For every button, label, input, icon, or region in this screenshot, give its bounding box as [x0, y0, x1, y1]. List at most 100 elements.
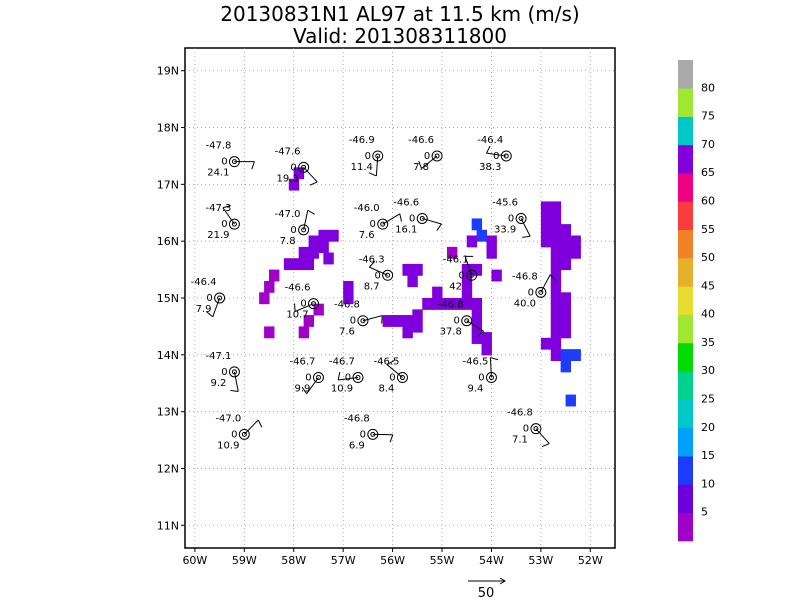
wind-cell: [486, 235, 497, 248]
wind-cell: [540, 337, 552, 350]
colorbar-segment: [678, 229, 693, 259]
wind-barb-shaft: [382, 213, 401, 225]
station-temp-label: -46.6: [393, 197, 419, 208]
station-marker: -46.7 09.9: [290, 357, 324, 395]
x-tick-label: 53W: [528, 554, 553, 567]
wind-barb-shaft: [421, 155, 438, 169]
colorbar-label: 70: [701, 138, 715, 151]
station-marker: -46.6 010.7: [285, 283, 320, 321]
wind-cell: [560, 326, 572, 339]
wind-cell: [328, 229, 339, 242]
wind-cell: [550, 337, 562, 350]
station-marker: -47.8 024.1: [205, 141, 255, 179]
wind-barb-flag: [309, 181, 318, 186]
colorbar-segment: [678, 286, 693, 315]
station-circle: [238, 428, 250, 440]
wind-barb-flag: [399, 213, 403, 222]
wind-barb-shaft: [303, 210, 309, 230]
wind-cell: [303, 258, 315, 271]
station-temp-label: -46.7: [290, 357, 316, 368]
wind-cell: [392, 315, 403, 327]
wind-barb-shaft: [535, 428, 550, 444]
station-zero-label: 0: [370, 219, 376, 230]
station-temp-label: -46.4: [477, 135, 503, 146]
x-tick-label: 59W: [232, 554, 257, 567]
station-speed-label: 24.1: [207, 168, 229, 179]
wind-barb-flag: [436, 223, 442, 231]
station-zero-label: 0: [493, 151, 499, 162]
station-circle: [357, 315, 369, 327]
station-inner-circle: [419, 215, 425, 221]
station-zero-label: 0: [389, 373, 395, 384]
colorbar-segment: [678, 342, 693, 372]
station-zero-label: 0: [365, 151, 371, 162]
wind-cell: [560, 315, 572, 327]
station-speed-label: 16.1: [395, 224, 417, 235]
wind-cell: [540, 201, 552, 214]
colorbar-label: 55: [701, 223, 715, 236]
wind-cell: [481, 343, 492, 356]
wind-barb-flag: [418, 160, 422, 169]
station-marker: -46.6 07.8: [408, 135, 443, 173]
wind-cell: [412, 309, 423, 322]
x-tick-label: 58W: [281, 554, 306, 567]
wind-barb-shaft: [362, 315, 383, 322]
colorbar-segment: [678, 399, 693, 429]
x-tick-label: 52W: [578, 554, 603, 567]
colorbar-label: 80: [701, 81, 715, 94]
wind-cell: [550, 269, 562, 282]
wind-barb-flag: [222, 205, 231, 209]
wind-barb-shaft: [222, 207, 235, 225]
station-zero-label: 0: [305, 373, 311, 384]
wind-cell: [446, 246, 458, 259]
y-tick-label: 19N: [157, 65, 179, 78]
station-speed-label: 33.9: [494, 224, 516, 235]
colorbar-segment: [678, 173, 693, 202]
station-temp-label: -47.1: [205, 351, 231, 362]
station-speed-label: 7.6: [359, 230, 375, 241]
station-speed-label: 42: [449, 281, 462, 292]
station-zero-label: 0: [409, 213, 415, 224]
x-tick-label: 56W: [380, 554, 405, 567]
colorbar-label: 45: [701, 279, 715, 292]
colorbar-segment: [678, 371, 693, 400]
station-marker: -46.3 08.7: [359, 254, 394, 292]
station-temp-label: -46.8: [438, 300, 464, 311]
wind-barb-shaft: [294, 303, 314, 312]
station-marker: -46.8 040.0: [512, 271, 557, 309]
colorbar-label: 30: [701, 364, 715, 377]
wind-cell: [550, 315, 562, 327]
wind-cell: [570, 246, 581, 259]
wind-cell: [560, 349, 572, 361]
wind-cell: [560, 235, 572, 248]
colorbar-label: 10: [701, 477, 715, 490]
station-temp-label: -46.5: [462, 357, 488, 368]
wind-cell: [303, 315, 315, 327]
wind-cell: [560, 303, 572, 316]
wind-barb-flag: [230, 389, 239, 392]
station-zero-label: 0: [290, 225, 296, 236]
station-marker: -46.5 08.4: [374, 357, 408, 395]
station-circle: [298, 224, 310, 236]
station-temp-label: -46.6: [408, 135, 434, 146]
wind-cell: [461, 275, 473, 288]
station-circle: [214, 292, 226, 304]
station-temp-label: -46.8: [512, 271, 538, 282]
station-circle: [500, 150, 512, 162]
colorbar-segment: [678, 116, 693, 146]
station-zero-label: 0: [374, 270, 380, 281]
colorbar-segment: [678, 88, 693, 117]
chart-title: 20130831N1 AL97 at 11.5 km (m/s): [220, 2, 580, 26]
y-tick-label: 12N: [157, 462, 179, 475]
wind-barb-flag: [389, 434, 394, 443]
wind-barb-flag: [368, 172, 377, 177]
station-zero-label: 0: [290, 162, 296, 173]
station-zero-label: 0: [231, 429, 237, 440]
x-tick-label: 57W: [331, 554, 356, 567]
y-tick-label: 18N: [157, 122, 179, 135]
wind-cell: [550, 201, 562, 214]
wind-cell: [471, 332, 483, 344]
wind-cell: [288, 178, 300, 191]
station-circle: [461, 315, 473, 327]
x-tick-label: 54W: [479, 554, 504, 567]
